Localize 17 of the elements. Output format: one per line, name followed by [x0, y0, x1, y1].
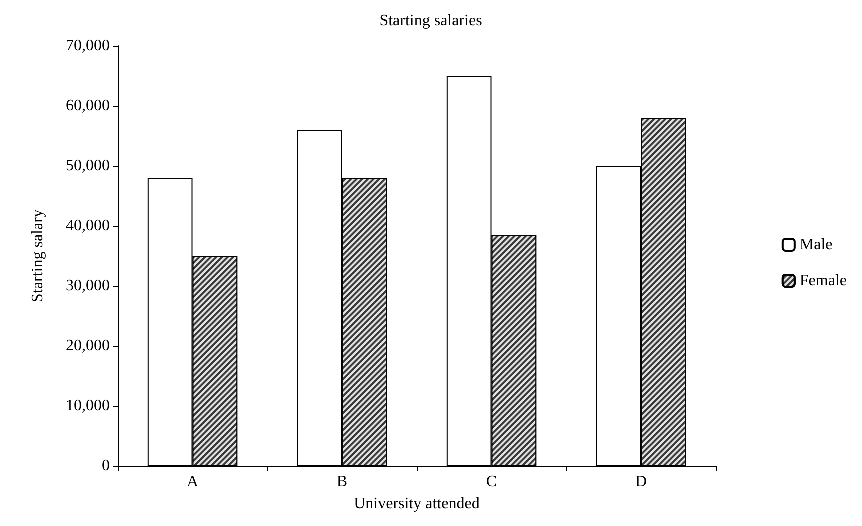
y-tick-label: 40,000	[66, 218, 110, 234]
legend-label: Female	[800, 272, 847, 290]
y-tick-label: 60,000	[66, 98, 110, 114]
x-axis-title: University attended	[354, 496, 480, 512]
legend-label: Male	[800, 236, 833, 254]
y-tick-label: 70,000	[66, 38, 110, 54]
y-tick-label: 10,000	[66, 398, 110, 414]
chart-title: Starting salaries	[380, 12, 482, 30]
x-tick-label: A	[186, 474, 199, 490]
y-tick-label: 50,000	[66, 158, 110, 174]
x-tick-label: D	[635, 474, 648, 490]
x-tick-label: B	[336, 474, 348, 490]
y-tick-label: 30,000	[66, 278, 110, 294]
y-tick-label: 20,000	[66, 338, 110, 354]
x-tick-label: C	[486, 474, 498, 490]
y-tick-label: 0	[102, 458, 110, 474]
y-axis-title: Starting salary	[30, 210, 46, 302]
